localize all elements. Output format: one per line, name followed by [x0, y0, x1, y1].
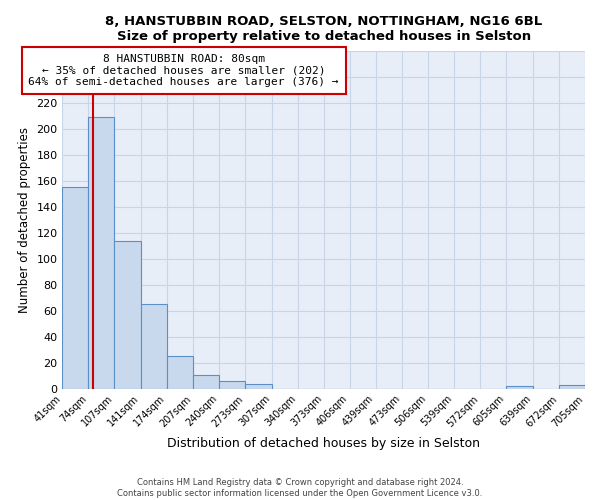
Bar: [115, 240, 141, 389]
Bar: [245, 384, 272, 389]
Bar: [506, 386, 533, 389]
Bar: [167, 356, 193, 389]
Y-axis label: Number of detached properties: Number of detached properties: [18, 127, 31, 313]
Bar: [62, 188, 88, 389]
Title: 8, HANSTUBBIN ROAD, SELSTON, NOTTINGHAM, NG16 6BL
Size of property relative to d: 8, HANSTUBBIN ROAD, SELSTON, NOTTINGHAM,…: [105, 15, 542, 43]
Text: 8 HANSTUBBIN ROAD: 80sqm
← 35% of detached houses are smaller (202)
64% of semi-: 8 HANSTUBBIN ROAD: 80sqm ← 35% of detach…: [28, 54, 339, 87]
Bar: [141, 304, 167, 389]
Bar: [88, 118, 115, 389]
Bar: [219, 381, 245, 389]
Bar: [559, 385, 585, 389]
Bar: [193, 374, 219, 389]
X-axis label: Distribution of detached houses by size in Selston: Distribution of detached houses by size …: [167, 437, 480, 450]
Text: Contains HM Land Registry data © Crown copyright and database right 2024.
Contai: Contains HM Land Registry data © Crown c…: [118, 478, 482, 498]
